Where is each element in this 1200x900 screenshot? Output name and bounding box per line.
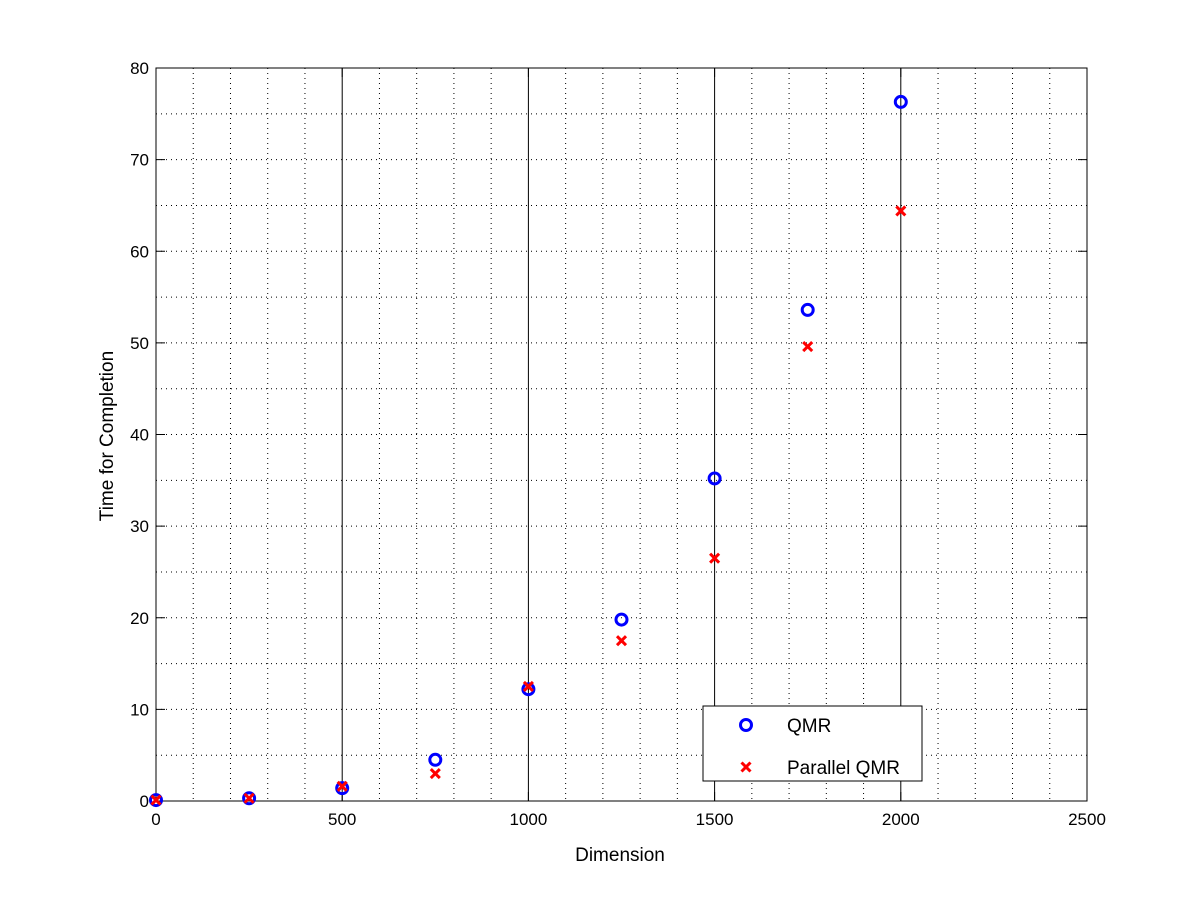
qmr-point xyxy=(614,612,629,627)
y-tick-label: 0 xyxy=(140,792,149,811)
parallel-qmr-point xyxy=(615,635,628,647)
qmr-point xyxy=(428,752,443,767)
qmr-point xyxy=(521,682,536,697)
x-marker-stroke xyxy=(895,205,907,217)
y-tick-label: 50 xyxy=(130,334,149,353)
parallel-qmr-point xyxy=(802,340,814,353)
data-marks xyxy=(149,94,908,808)
x-tick-label: 2000 xyxy=(882,810,920,829)
grid-lines xyxy=(156,68,1087,801)
x-tick-label: 1000 xyxy=(509,810,547,829)
tick-labels: 0 500 1000 1500 2000 2500 0 10 20 30 40 50 60 70 80 xyxy=(130,59,1106,829)
x-marker-stroke xyxy=(802,340,814,353)
y-tick-label: 40 xyxy=(130,426,149,445)
x-marker-stroke xyxy=(429,767,441,780)
x-tick-label: 2500 xyxy=(1068,810,1106,829)
qmr-point xyxy=(335,781,350,796)
qmr-point xyxy=(242,791,257,806)
parallel-qmr-point xyxy=(709,552,721,564)
x-marker-stroke xyxy=(522,680,534,693)
parallel-qmr-point xyxy=(243,792,255,804)
plot-axes xyxy=(155,67,1088,802)
qmr-point xyxy=(893,94,908,109)
y-tick-label: 20 xyxy=(130,609,149,628)
parallel-qmr-point xyxy=(895,205,907,217)
legend-box xyxy=(702,705,923,782)
x-marker-stroke xyxy=(243,792,255,804)
y-tick-label: 30 xyxy=(130,517,149,536)
legend: QMR Parallel QMR xyxy=(702,705,923,782)
y-tick-label: 60 xyxy=(130,242,149,261)
x-tick-label: 1500 xyxy=(696,810,734,829)
y-tick-label: 10 xyxy=(130,700,149,719)
y-tick-label: 80 xyxy=(130,59,149,78)
parallel-qmr-point xyxy=(150,794,162,806)
x-tick-label: 500 xyxy=(328,810,356,829)
parallel-qmr-point xyxy=(429,767,441,780)
x-marker-stroke xyxy=(709,552,721,564)
legend-label-qmr: QMR xyxy=(787,716,831,737)
x-marker-stroke xyxy=(740,761,752,773)
qmr-point xyxy=(149,793,163,808)
parallel-qmr-point xyxy=(522,680,534,693)
legend-qmr-marker xyxy=(739,718,753,732)
qmr-point xyxy=(800,302,815,317)
parallel-qmr-point xyxy=(336,780,348,792)
x-tick-label: 0 xyxy=(151,810,160,829)
x-marker-stroke xyxy=(615,635,628,647)
x-marker-stroke xyxy=(150,794,162,806)
legend-label-parallel-qmr: Parallel QMR xyxy=(787,758,900,779)
x-marker-stroke xyxy=(336,780,348,792)
y-axis-label: Time for Completion xyxy=(97,351,118,521)
legend-parallel-qmr-marker xyxy=(740,761,752,773)
y-tick-label: 70 xyxy=(130,151,149,170)
x-axis-label: Dimension xyxy=(575,845,665,866)
qmr-point xyxy=(707,471,722,486)
